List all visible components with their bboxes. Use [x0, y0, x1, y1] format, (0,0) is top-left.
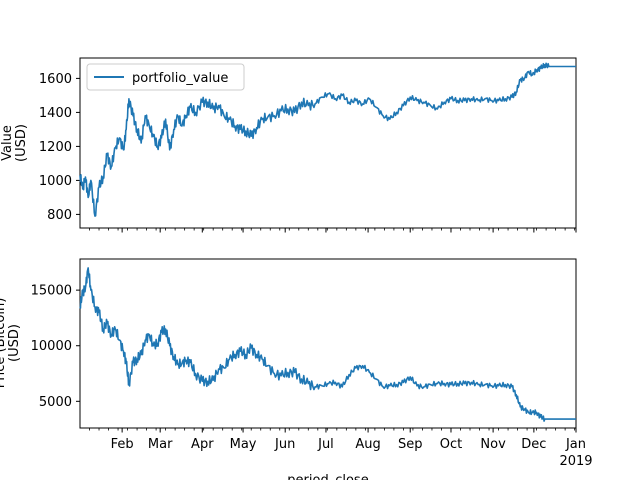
x-tick-label: Aug [355, 437, 380, 452]
x-tick-label: Jun [274, 437, 295, 452]
x-tick-label: May [230, 437, 257, 452]
y-tick-label: 15000 [31, 284, 72, 299]
bitcoin-price-line [79, 267, 576, 422]
y-tick-label: 1600 [39, 72, 72, 87]
bottom-axes-frame [79, 258, 577, 429]
bottom-y-axis-label-line2: (USD) [7, 324, 22, 362]
y-tick-label: 1000 [39, 174, 72, 189]
y-tick-label: 800 [47, 208, 72, 223]
x-tick-label: Jul [317, 437, 334, 452]
x-axis-label: period_close [287, 473, 368, 480]
legend: portfolio_value [86, 63, 245, 91]
y-tick-label: 5000 [39, 395, 72, 410]
y-tick-label: 1400 [39, 106, 72, 121]
x-tick-label: Jan [565, 437, 586, 452]
x-tick-label: Feb [111, 437, 134, 452]
y-tick-label: 1200 [39, 140, 72, 155]
x-tick-label: Oct [440, 437, 462, 452]
x-tick-label: Nov [480, 437, 506, 452]
bitcoin-price-panel: 5000 10000 15000 Feb Mar Apr May Jun Jul Aug Sep O… [0, 258, 593, 480]
top-axes-frame [79, 57, 577, 229]
legend-label-portfolio-value: portfolio_value [132, 71, 228, 86]
x-tick-label: Apr [191, 437, 214, 452]
portfolio-value-panel: 800 1000 1200 1400 1600 portfolio_value Valu… [0, 57, 577, 233]
legend-box [86, 63, 245, 91]
bottom-y-ticks: 5000 10000 15000 [31, 284, 80, 410]
top-y-axis-label-line2: (USD) [14, 124, 29, 162]
bottom-y-axis-label-line1: Price (Bitcoin) [0, 298, 8, 389]
x-tick-label: Dec [521, 437, 546, 452]
bottom-x-ticks: Feb Mar Apr May Jun Jul Aug Sep Oct Nov Dec Jan 2019 [89, 428, 593, 469]
y-tick-label: 10000 [31, 339, 72, 354]
portfolio-value-line [79, 62, 576, 217]
x-tick-label: Sep [398, 437, 423, 452]
top-y-ticks: 800 1000 1200 1400 1600 [39, 72, 80, 223]
x-tick-year-label: 2019 [559, 454, 592, 469]
x-tick-label: Mar [148, 437, 173, 452]
top-x-ticks [89, 228, 577, 233]
top-y-axis-label-line1: Value [0, 125, 15, 161]
